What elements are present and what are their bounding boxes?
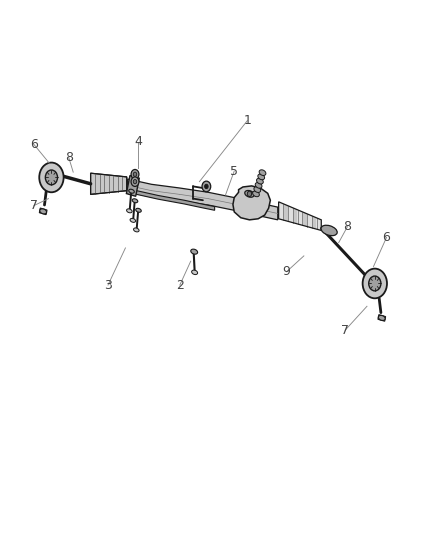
Polygon shape bbox=[288, 206, 293, 223]
Text: 2: 2 bbox=[176, 279, 184, 292]
Text: 6: 6 bbox=[30, 138, 38, 151]
Ellipse shape bbox=[257, 178, 263, 184]
Text: 6: 6 bbox=[383, 231, 391, 244]
Polygon shape bbox=[91, 173, 127, 195]
Polygon shape bbox=[118, 176, 122, 191]
Circle shape bbox=[369, 276, 381, 291]
Polygon shape bbox=[283, 204, 288, 221]
Polygon shape bbox=[317, 218, 321, 230]
Circle shape bbox=[133, 172, 137, 176]
Ellipse shape bbox=[136, 208, 141, 212]
Circle shape bbox=[133, 180, 137, 184]
Text: 1: 1 bbox=[244, 114, 251, 127]
Text: 7: 7 bbox=[341, 324, 349, 337]
Polygon shape bbox=[113, 175, 118, 192]
Polygon shape bbox=[132, 190, 215, 211]
Ellipse shape bbox=[130, 219, 136, 222]
Circle shape bbox=[39, 163, 64, 192]
Polygon shape bbox=[91, 173, 95, 195]
Polygon shape bbox=[95, 174, 99, 194]
Ellipse shape bbox=[245, 190, 254, 197]
Text: 5: 5 bbox=[230, 165, 238, 177]
Ellipse shape bbox=[321, 225, 337, 236]
Polygon shape bbox=[233, 186, 270, 220]
Polygon shape bbox=[104, 175, 109, 193]
Ellipse shape bbox=[127, 209, 132, 213]
Text: 9: 9 bbox=[283, 265, 290, 278]
Circle shape bbox=[247, 191, 252, 197]
Circle shape bbox=[363, 269, 387, 298]
Bar bbox=[39, 208, 47, 215]
Circle shape bbox=[131, 169, 139, 179]
Polygon shape bbox=[127, 179, 278, 220]
Ellipse shape bbox=[191, 249, 198, 254]
Ellipse shape bbox=[259, 170, 266, 175]
Ellipse shape bbox=[254, 187, 261, 192]
Polygon shape bbox=[279, 202, 283, 220]
Ellipse shape bbox=[132, 199, 138, 203]
Ellipse shape bbox=[253, 191, 259, 197]
Ellipse shape bbox=[129, 189, 134, 193]
Circle shape bbox=[202, 181, 211, 192]
Circle shape bbox=[46, 170, 57, 185]
Polygon shape bbox=[297, 210, 302, 225]
Bar bbox=[378, 314, 385, 321]
Polygon shape bbox=[302, 212, 307, 227]
Text: 8: 8 bbox=[65, 151, 73, 164]
Ellipse shape bbox=[134, 228, 139, 232]
Polygon shape bbox=[99, 174, 104, 193]
Bar bbox=[127, 175, 139, 196]
Polygon shape bbox=[122, 176, 127, 191]
Text: 4: 4 bbox=[134, 135, 142, 148]
Ellipse shape bbox=[40, 209, 46, 214]
Polygon shape bbox=[312, 216, 317, 229]
Ellipse shape bbox=[192, 270, 198, 274]
Ellipse shape bbox=[378, 316, 385, 320]
Text: 3: 3 bbox=[104, 279, 112, 292]
Polygon shape bbox=[293, 208, 297, 224]
Polygon shape bbox=[109, 175, 113, 192]
Ellipse shape bbox=[255, 182, 262, 188]
Circle shape bbox=[205, 184, 208, 189]
Text: 8: 8 bbox=[343, 220, 351, 233]
Text: 7: 7 bbox=[30, 199, 38, 212]
Circle shape bbox=[131, 177, 139, 187]
Polygon shape bbox=[307, 214, 312, 228]
Ellipse shape bbox=[258, 174, 265, 180]
